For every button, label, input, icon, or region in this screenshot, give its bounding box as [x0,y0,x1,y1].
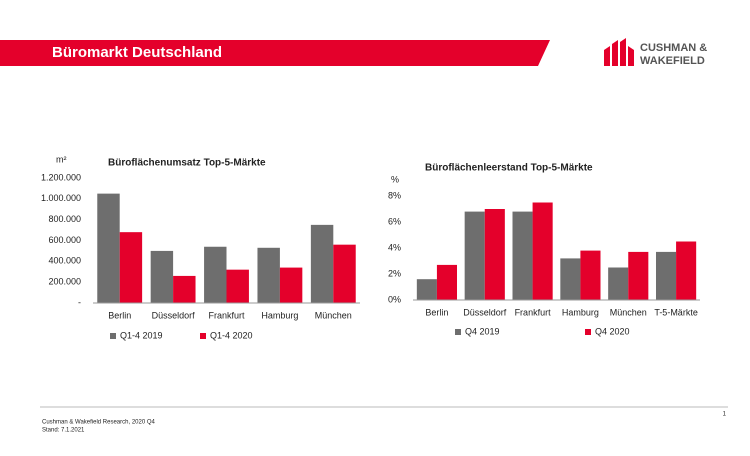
y-tick-label: 2% [388,268,401,278]
bar [97,193,120,303]
bar [333,244,356,303]
bar [532,202,553,300]
footer-source: Cushman & Wakefield Research, 2020 Q4 [42,420,155,426]
bar [173,275,196,303]
bar [310,224,334,303]
logo-text: CUSHMAN & [640,42,707,54]
bar [676,241,697,300]
bar [119,232,143,303]
bar [279,267,303,303]
logo-text: WAKEFIELD [640,55,705,67]
legend-label: Q1-4 2020 [210,330,253,340]
legend-swatch [200,333,206,339]
legend-label: Q4 2020 [595,326,630,336]
x-tick-label: Düsseldorf [152,310,196,320]
x-tick-label: München [315,310,352,320]
header-band [0,40,550,66]
bar [204,246,227,303]
x-tick-label: Berlin [108,310,131,320]
bar [560,258,581,300]
y-tick-label: - [78,297,81,307]
chart-title: Büroflächenleerstand Top-5-Märkte [425,163,593,174]
x-tick-label: Frankfurt [208,310,245,320]
logo-icon [620,38,626,66]
bar [436,264,458,300]
logo-icon [604,46,610,66]
logo-icon [612,40,618,66]
logo-icon [628,46,634,66]
y-axis-label: % [391,174,399,184]
x-tick-label: Berlin [425,307,448,317]
legend-label: Q1-4 2019 [120,330,163,340]
y-tick-label: 1.000.000 [41,193,81,203]
y-tick-label: 400.000 [48,256,81,266]
x-tick-label: München [610,307,647,317]
bar [257,247,280,303]
y-tick-label: 1.200.000 [41,172,81,182]
x-tick-label: Düsseldorf [463,307,507,317]
bar [655,251,677,300]
y-tick-label: 0% [388,294,401,304]
y-tick-label: 8% [388,190,401,200]
bar [484,209,505,300]
bar [580,250,601,300]
bar [512,211,533,300]
page-number: 1 [723,412,727,418]
chart-title: Büroflächenumsatz Top-5-Märkte [108,158,266,169]
y-tick-label: 6% [388,216,401,226]
y-axis-label: m² [56,154,67,164]
footer-date: Stand: 7.1.2021 [42,428,85,434]
bar [416,279,437,300]
bar [226,269,249,303]
y-tick-label: 4% [388,242,401,252]
x-tick-label: T-5-Märkte [654,307,698,317]
legend-swatch [585,329,591,335]
bar [628,251,649,300]
x-tick-label: Frankfurt [515,307,552,317]
bar [464,211,485,300]
slide-title: Büromarkt Deutschland [52,44,222,61]
legend-label: Q4 2019 [465,326,500,336]
bar [150,250,174,303]
x-tick-label: Hamburg [261,310,298,320]
bar [608,267,629,300]
y-tick-label: 800.000 [48,214,81,224]
y-tick-label: 600.000 [48,235,81,245]
legend-swatch [455,329,461,335]
legend-swatch [110,333,116,339]
y-tick-label: 200.000 [48,277,81,287]
logo: CUSHMAN & WAKEFIELD [604,38,707,67]
x-tick-label: Hamburg [562,307,599,317]
